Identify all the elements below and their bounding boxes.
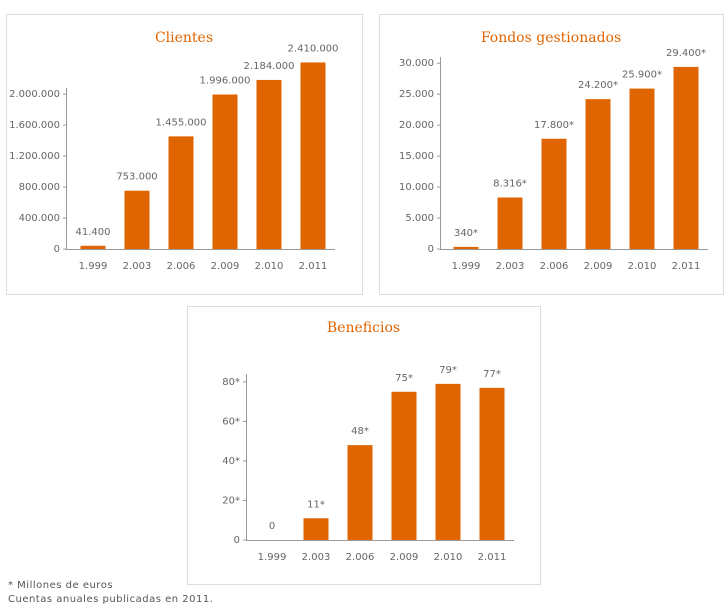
x-tick-label: 2.003: [302, 552, 331, 563]
bar: [497, 197, 523, 249]
bar: [629, 88, 655, 249]
bar: [541, 138, 567, 249]
value-label: 24.200*: [578, 80, 618, 91]
x-tick-label: 2.011: [299, 261, 328, 272]
value-label: 25.900*: [622, 70, 662, 81]
value-label: 11*: [307, 499, 325, 510]
value-label: 8.316*: [493, 178, 527, 189]
bar: [212, 94, 238, 249]
value-label: 29.400*: [666, 48, 706, 59]
value-label: 79*: [439, 365, 457, 376]
x-tick-label: 2.009: [584, 261, 613, 272]
y-tick-label: 0: [234, 535, 240, 546]
value-label: 340*: [454, 228, 478, 239]
bar: [585, 99, 611, 250]
y-tick-label: 20*: [222, 495, 240, 506]
footnote: * Millones de euros: [8, 580, 113, 591]
y-tick-label: 80*: [222, 377, 240, 388]
y-tick-label: 2.000.000: [9, 89, 60, 100]
x-tick-label: 2.010: [628, 261, 657, 272]
bar: [168, 136, 194, 249]
value-label: 41.400: [76, 227, 111, 238]
value-label: 753.000: [116, 172, 157, 183]
bar: [256, 79, 282, 249]
y-tick-label: 0: [54, 244, 60, 255]
value-label: 77*: [483, 369, 501, 380]
x-tick-label: 2.006: [540, 261, 569, 272]
bar: [303, 518, 329, 540]
x-tick-label: 2.009: [390, 552, 419, 563]
value-label: 1.455.000: [156, 117, 207, 128]
x-tick-label: 2.006: [167, 261, 196, 272]
x-tick-label: 1.999: [258, 552, 287, 563]
y-tick-label: 800.000: [19, 182, 60, 193]
bar: [300, 62, 326, 250]
bar: [435, 383, 461, 540]
y-tick-label: 5.000: [405, 213, 434, 224]
value-label: 17.800*: [534, 120, 574, 131]
y-tick-label: 1.600.000: [9, 120, 60, 131]
value-label: 2.184.000: [244, 61, 295, 72]
y-tick-label: 20.000: [399, 120, 434, 131]
bar: [80, 245, 106, 249]
bar: [453, 246, 479, 249]
x-tick-label: 2.010: [255, 261, 284, 272]
y-tick-label: 30.000: [399, 58, 434, 69]
bar: [673, 66, 699, 250]
value-label: 0: [269, 521, 275, 532]
y-tick-label: 25.000: [399, 89, 434, 100]
x-tick-label: 1.999: [452, 261, 481, 272]
bar: [391, 391, 417, 540]
footnote: Cuentas anuales publicadas en 2011.: [8, 594, 213, 605]
bar: [347, 445, 373, 540]
x-tick-label: 2.009: [211, 261, 240, 272]
x-tick-label: 1.999: [79, 261, 108, 272]
value-label: 1.996.000: [200, 76, 251, 87]
value-label: 2.410.000: [288, 43, 339, 54]
bar: [124, 190, 150, 249]
x-tick-label: 2.011: [478, 552, 507, 563]
x-tick-label: 2.010: [434, 552, 463, 563]
chart-title: Fondos gestionados: [481, 30, 621, 46]
chart-title: Clientes: [155, 30, 213, 46]
x-tick-label: 2.003: [496, 261, 525, 272]
x-tick-label: 2.003: [123, 261, 152, 272]
y-tick-label: 400.000: [19, 213, 60, 224]
value-label: 48*: [351, 426, 369, 437]
value-label: 75*: [395, 373, 413, 384]
chart-title: Beneficios: [327, 320, 400, 336]
y-tick-label: 40*: [222, 456, 240, 467]
x-tick-label: 2.006: [346, 552, 375, 563]
y-tick-label: 60*: [222, 416, 240, 427]
y-tick-label: 15.000: [399, 151, 434, 162]
bar: [479, 387, 505, 540]
y-tick-label: 1.200.000: [9, 151, 60, 162]
y-tick-label: 10.000: [399, 182, 434, 193]
x-tick-label: 2.011: [672, 261, 701, 272]
y-tick-label: 0: [428, 244, 434, 255]
